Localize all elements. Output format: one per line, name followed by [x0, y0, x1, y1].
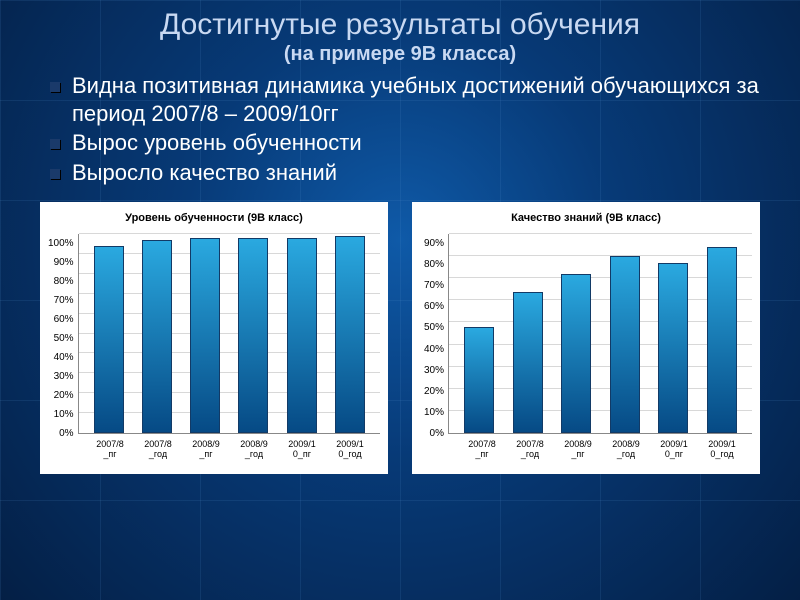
bar: [238, 234, 268, 433]
x-axis: 2007/8_пг 2007/8_год 2008/9_пг 2008/9_год 20…: [80, 434, 380, 460]
x-tick: 2008/9_год: [611, 440, 641, 460]
bar-fill: [658, 263, 688, 433]
x-tick: 2007/8_год: [143, 440, 173, 460]
bar: [287, 234, 317, 433]
bullet-item: Выросло качество знаний: [46, 159, 760, 187]
bar-fill: [335, 236, 365, 433]
bullet-list: Видна позитивная динамика учебных достиж…: [46, 72, 760, 186]
slide-title: Достигнутые результаты обучения: [40, 8, 760, 41]
bar-fill: [238, 238, 268, 433]
bar: [335, 234, 365, 433]
bar: [561, 234, 591, 433]
bar: [94, 234, 124, 433]
bar-fill: [190, 238, 220, 433]
y-tick: 80%: [48, 277, 78, 287]
y-tick: 0%: [420, 429, 448, 439]
chart-title: Качество знаний (9В класс): [420, 212, 752, 224]
y-tick: 0%: [48, 429, 78, 439]
y-tick: 30%: [48, 372, 78, 382]
x-axis: 2007/8_пг 2007/8_год 2008/9_пг 2008/9_год 20…: [452, 434, 752, 460]
x-tick: 2007/8_год: [515, 440, 545, 460]
y-tick: 20%: [420, 387, 448, 397]
y-tick: 80%: [420, 260, 448, 270]
bar: [190, 234, 220, 433]
y-tick: 100%: [48, 239, 78, 249]
y-tick: 40%: [48, 353, 78, 363]
bar-fill: [464, 327, 494, 433]
y-tick: 60%: [420, 302, 448, 312]
bar-fill: [142, 240, 172, 433]
bar-fill: [513, 292, 543, 434]
x-tick: 2009/10_пг: [287, 440, 317, 460]
y-tick: 70%: [48, 296, 78, 306]
y-tick: 50%: [48, 334, 78, 344]
chart-panel-left: Уровень обученности (9В класс) 0% 10% 20% 30…: [40, 202, 388, 474]
bar: [464, 234, 494, 433]
bar-fill: [287, 238, 317, 433]
y-tick: 90%: [420, 239, 448, 249]
slide-subtitle: (на примере 9В класса): [40, 43, 760, 66]
y-tick: 70%: [420, 281, 448, 291]
x-tick: 2007/8_пг: [95, 440, 125, 460]
x-tick: 2009/10_год: [707, 440, 737, 460]
x-tick: 2007/8_пг: [467, 440, 497, 460]
y-tick: 40%: [420, 345, 448, 355]
bar: [707, 234, 737, 433]
y-axis: 0%10%20%30%40%50%60%70%80%90%: [420, 234, 448, 434]
y-tick: 20%: [48, 391, 78, 401]
slide: Достигнутые результаты обучения (на прим…: [0, 0, 800, 600]
plot-wrap: 0%10%20%30%40%50%60%70%80%90%100%: [48, 234, 380, 434]
chart-panel-right: Качество знаний (9В класс) 0% 10% 20% 30% 40%…: [412, 202, 760, 474]
y-tick: 90%: [48, 258, 78, 268]
chart-title: Уровень обученности (9В класс): [48, 212, 380, 224]
plot-area: [78, 234, 380, 434]
y-tick: 30%: [420, 366, 448, 376]
x-tick: 2009/10_пг: [659, 440, 689, 460]
y-tick: 50%: [420, 323, 448, 333]
bar-fill: [707, 247, 737, 433]
bar: [610, 234, 640, 433]
plot-wrap: 0%10%20%30%40%50%60%70%80%90%: [420, 234, 752, 434]
bar: [658, 234, 688, 433]
x-tick: 2008/9_пг: [563, 440, 593, 460]
y-tick: 10%: [420, 408, 448, 418]
bar-fill: [610, 256, 640, 433]
x-tick: 2008/9_пг: [191, 440, 221, 460]
x-tick: 2009/10_год: [335, 440, 365, 460]
bullet-item: Видна позитивная динамика учебных достиж…: [46, 72, 760, 127]
y-tick: 10%: [48, 410, 78, 420]
plot-area: [448, 234, 752, 434]
x-tick: 2008/9_год: [239, 440, 269, 460]
bar: [142, 234, 172, 433]
charts-row: Уровень обученности (9В класс) 0% 10% 20% 30…: [40, 202, 760, 474]
y-tick: 60%: [48, 315, 78, 325]
y-axis: 0%10%20%30%40%50%60%70%80%90%100%: [48, 234, 78, 434]
bar: [513, 234, 543, 433]
bar-fill: [94, 246, 124, 433]
bar-fill: [561, 274, 591, 433]
bullet-item: Вырос уровень обученности: [46, 129, 760, 157]
